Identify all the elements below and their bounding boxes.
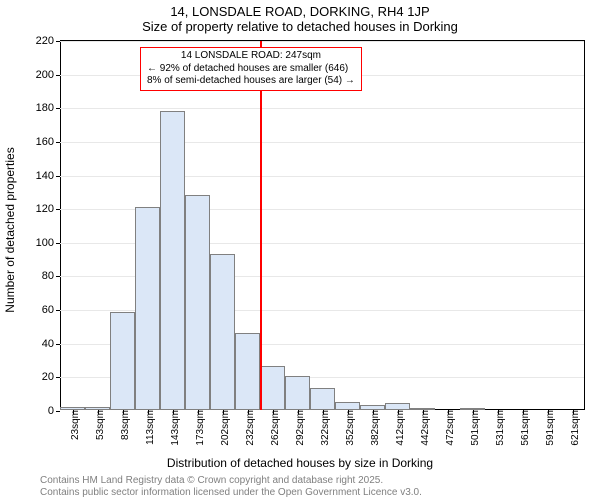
histogram-bar (135, 207, 160, 411)
x-tick-mark (73, 410, 74, 414)
x-tick-label: 143sqm (170, 410, 181, 446)
gridline (60, 142, 584, 143)
y-tick-label: 80 (42, 270, 54, 282)
plot-area: 02040608010012014016018020022023sqm53sqm… (60, 40, 585, 410)
x-tick-label: 382sqm (370, 410, 381, 446)
y-tick-mark (56, 377, 60, 378)
y-tick-label: 60 (42, 304, 54, 316)
x-tick-label: 53sqm (95, 410, 106, 440)
x-tick-label: 591sqm (545, 410, 556, 446)
callout-line-1: 14 LONSDALE ROAD: 247sqm (147, 50, 355, 63)
x-tick-label: 561sqm (520, 410, 531, 446)
x-tick-mark (223, 410, 224, 414)
y-tick-mark (56, 310, 60, 311)
y-tick-label: 160 (36, 136, 54, 148)
y-tick-label: 200 (36, 69, 54, 81)
x-tick-label: 23sqm (70, 410, 81, 440)
attribution-line-2: Contains public sector information licen… (40, 487, 422, 498)
x-tick-mark (373, 410, 374, 414)
x-tick-mark (323, 410, 324, 414)
y-tick-mark (56, 276, 60, 277)
y-tick-mark (56, 108, 60, 109)
x-tick-mark (498, 410, 499, 414)
x-tick-label: 352sqm (345, 410, 356, 446)
histogram-bar (335, 402, 360, 410)
x-tick-mark (398, 410, 399, 414)
y-tick-label: 100 (36, 237, 54, 249)
x-tick-label: 83sqm (120, 410, 131, 440)
title-line-1: 14, LONSDALE ROAD, DORKING, RH4 1JP (0, 4, 600, 19)
y-tick-mark (56, 344, 60, 345)
callout-line-3: 8% of semi-detached houses are larger (5… (147, 75, 355, 88)
histogram-bar (385, 403, 410, 410)
x-tick-label: 472sqm (445, 410, 456, 446)
x-tick-mark (98, 410, 99, 414)
histogram-bar (110, 312, 135, 410)
x-tick-label: 262sqm (270, 410, 281, 446)
y-tick-label: 20 (42, 371, 54, 383)
x-tick-label: 412sqm (395, 410, 406, 446)
gridline (60, 108, 584, 109)
gridline (60, 176, 584, 177)
histogram-bar (210, 254, 235, 410)
y-tick-mark (56, 142, 60, 143)
y-tick-label: 220 (36, 35, 54, 47)
x-tick-mark (298, 410, 299, 414)
gridline (60, 41, 584, 42)
x-tick-mark (523, 410, 524, 414)
y-tick-mark (56, 75, 60, 76)
histogram-bar (235, 333, 260, 410)
x-tick-mark (123, 410, 124, 414)
y-tick-label: 180 (36, 102, 54, 114)
x-tick-mark (548, 410, 549, 414)
x-tick-mark (573, 410, 574, 414)
y-axis-label: Number of detached properties (3, 147, 17, 312)
x-axis-label: Distribution of detached houses by size … (0, 456, 600, 470)
x-tick-mark (173, 410, 174, 414)
x-tick-mark (423, 410, 424, 414)
x-tick-mark (273, 410, 274, 414)
x-tick-label: 173sqm (195, 410, 206, 446)
x-tick-mark (473, 410, 474, 414)
x-tick-mark (198, 410, 199, 414)
x-tick-label: 501sqm (470, 410, 481, 446)
y-tick-label: 0 (48, 405, 54, 417)
x-tick-mark (248, 410, 249, 414)
y-axis-line (60, 41, 61, 410)
histogram-bar (160, 111, 185, 410)
marker-line (260, 41, 262, 410)
x-tick-label: 322sqm (320, 410, 331, 446)
title-line-2: Size of property relative to detached ho… (0, 19, 600, 34)
histogram-bar (185, 195, 210, 410)
attribution-line-1: Contains HM Land Registry data © Crown c… (40, 475, 383, 486)
histogram-bar (310, 388, 335, 410)
y-tick-label: 120 (36, 203, 54, 215)
x-tick-label: 621sqm (570, 410, 581, 446)
x-tick-mark (448, 410, 449, 414)
y-tick-mark (56, 176, 60, 177)
callout-box: 14 LONSDALE ROAD: 247sqm← 92% of detache… (140, 47, 362, 91)
y-tick-mark (56, 411, 60, 412)
x-tick-label: 531sqm (495, 410, 506, 446)
y-tick-mark (56, 243, 60, 244)
y-tick-mark (56, 209, 60, 210)
y-tick-mark (56, 41, 60, 42)
x-tick-label: 292sqm (295, 410, 306, 446)
x-tick-label: 442sqm (420, 410, 431, 446)
x-tick-label: 113sqm (145, 410, 156, 445)
y-tick-label: 40 (42, 338, 54, 350)
x-tick-label: 232sqm (245, 410, 256, 446)
y-tick-label: 140 (36, 170, 54, 182)
callout-line-2: ← 92% of detached houses are smaller (64… (147, 63, 355, 76)
x-tick-mark (148, 410, 149, 414)
x-tick-mark (348, 410, 349, 414)
histogram-bar (260, 366, 285, 410)
chart-title: 14, LONSDALE ROAD, DORKING, RH4 1JP Size… (0, 4, 600, 34)
histogram-bar (285, 376, 310, 410)
x-tick-label: 202sqm (220, 410, 231, 446)
